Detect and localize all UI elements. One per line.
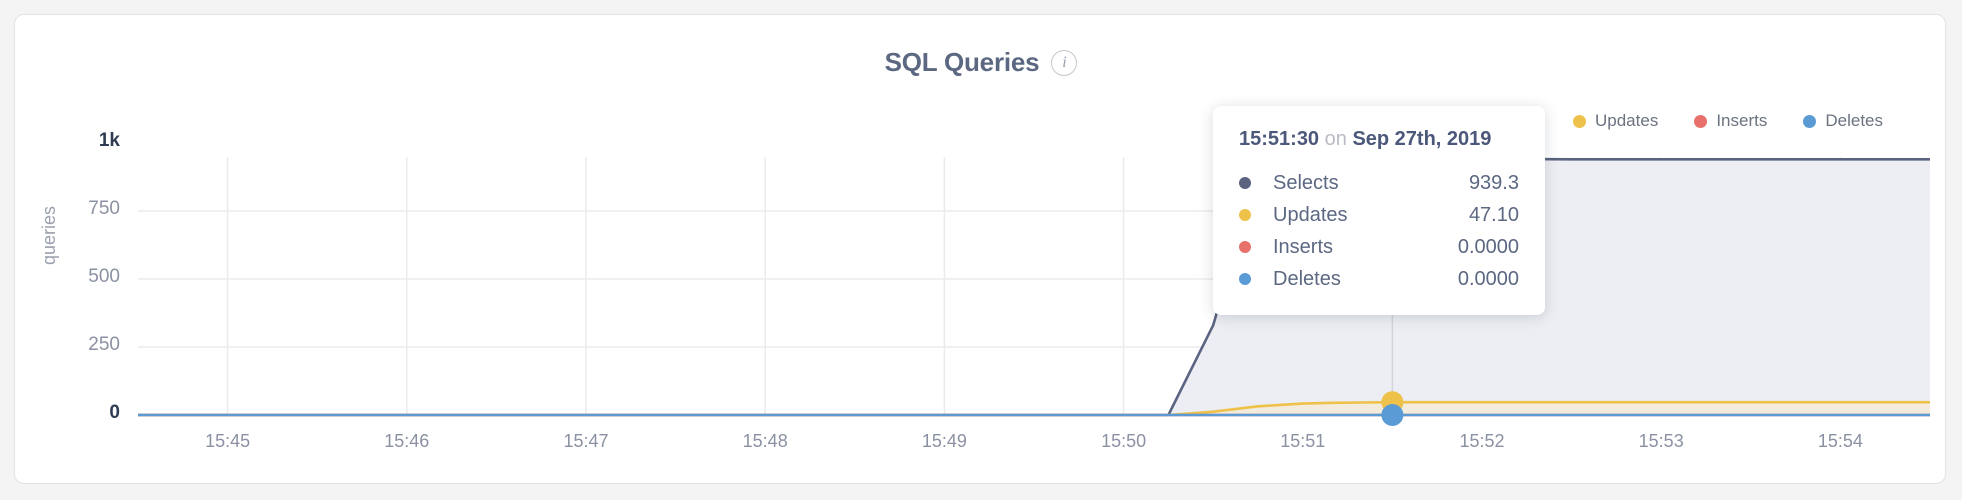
x-axis-tick-label: 15:52 [1459, 431, 1505, 451]
y-axis-tick-label: 500 [88, 266, 120, 287]
legend-dot-icon [1694, 114, 1708, 128]
info-icon[interactable]: i [1051, 49, 1078, 76]
chart-plot-area[interactable]: 1k 750 500 250 0 15:45 15:46 15:47 15:48 15:49 15:… [15, 15, 1947, 485]
x-axis-tick-label: 15:50 [1101, 431, 1147, 451]
legend-item-label: Inserts [1716, 111, 1768, 130]
x-axis-tick-label: 15:49 [921, 431, 967, 451]
sql-queries-card: SQL Queries i Selects Updates Inserts Delet… [14, 14, 1946, 484]
sql-queries-chart[interactable] [15, 15, 1947, 485]
tooltip-date: Sep 27th, 2019 [1352, 128, 1492, 150]
legend-item-label: Updates [1595, 111, 1659, 130]
tooltip-series-value: 47.10 [1468, 203, 1519, 226]
tooltip-time: 15:51:30 [1239, 128, 1320, 150]
tooltip-row: Selects 939.3 [1239, 167, 1519, 199]
x-axis-tick-label: 15:54 [1817, 431, 1863, 451]
x-axis-tick-label: 15:53 [1638, 431, 1684, 451]
tooltip-rows: Selects 939.3 Updates 47.10 Inserts 0.0000 Del… [1239, 167, 1519, 295]
x-axis-tick-label: 15:48 [742, 431, 788, 451]
y-axis-tick-label: 250 [88, 334, 120, 355]
hover-marker-deletes[interactable] [1381, 404, 1404, 426]
tooltip-row: Deletes 0.0000 [1239, 263, 1519, 295]
legend-dot-icon [1573, 114, 1586, 128]
tooltip-series-name: Deletes [1273, 267, 1341, 290]
tooltip-header: 15:51:30 on Sep 27th, 2019 [1239, 128, 1519, 151]
tooltip-row: Inserts 0.0000 [1239, 231, 1519, 263]
tooltip-series-dot-icon [1239, 273, 1251, 285]
chart-tooltip: 15:51:30 on Sep 27th, 2019 Selects 939.3 U… [1213, 106, 1545, 315]
tooltip-series-name: Selects [1273, 171, 1339, 194]
tooltip-series-dot-icon [1239, 241, 1251, 253]
y-axis-tick-label: 1k [98, 130, 120, 151]
legend-item-updates[interactable]: Updates [1573, 111, 1658, 131]
legend-item-label: Deletes [1825, 111, 1883, 130]
tooltip-series-name: Inserts [1273, 235, 1334, 258]
x-axis-tick-label: 15:47 [563, 431, 609, 451]
y-axis-title: queries [39, 205, 59, 265]
y-axis-tick-label: 0 [109, 402, 120, 423]
tooltip-series-value: 0.0000 [1457, 267, 1519, 290]
card-header: SQL Queries i [15, 47, 1947, 78]
tooltip-series-name: Updates [1273, 203, 1348, 226]
tooltip-series-value: 0.0000 [1457, 235, 1519, 258]
x-axis-tick-label: 15:46 [384, 431, 430, 451]
legend-item-inserts[interactable]: Inserts [1694, 111, 1767, 131]
tooltip-conjunction: on [1324, 128, 1347, 150]
page-title: SQL Queries [884, 47, 1040, 77]
x-axis-tick-label: 15:45 [205, 431, 251, 451]
x-axis-tick-label: 15:51 [1280, 431, 1326, 451]
tooltip-series-dot-icon [1239, 209, 1251, 221]
legend-dot-icon [1803, 114, 1817, 128]
tooltip-series-dot-icon [1239, 177, 1251, 189]
tooltip-series-value: 939.3 [1468, 171, 1519, 194]
tooltip-row: Updates 47.10 [1239, 199, 1519, 231]
legend-item-deletes[interactable]: Deletes [1803, 111, 1883, 131]
series-area-updates [138, 402, 1930, 415]
y-axis-tick-label: 750 [88, 198, 120, 219]
